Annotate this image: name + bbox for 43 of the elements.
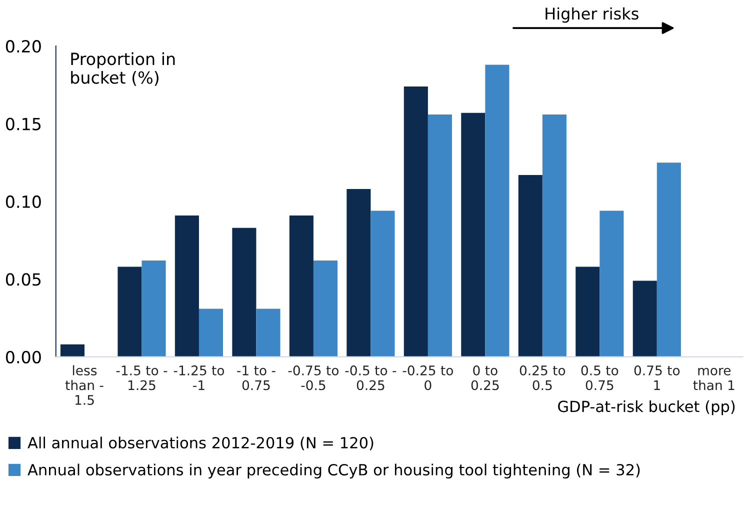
bar (576, 266, 600, 357)
bar (404, 86, 428, 357)
bar (289, 215, 314, 357)
x-axis-title: GDP-at-risk bucket (pp) (558, 400, 735, 416)
legend-label: All annual observations 2012-2019 (N = 120) (28, 436, 374, 450)
bar (461, 112, 486, 357)
x-tick-label: less than - 1.5 (65, 365, 104, 405)
x-tick-label: -1.5 to - 1.25 (116, 366, 168, 390)
x-tick-label: -0.75 to -0.5 (288, 365, 339, 390)
bar (313, 260, 338, 357)
bar (600, 210, 624, 357)
bar (370, 210, 395, 357)
x-tick-label: -1.25 to -1 (174, 365, 224, 390)
bar (118, 266, 142, 357)
bar (428, 114, 452, 357)
y-axis-title: Proportion in bucket (%) (71, 52, 175, 86)
bar (632, 280, 657, 357)
bar (142, 260, 166, 357)
bar (232, 228, 256, 357)
x-tick-label: 0 to 0.25 (471, 365, 499, 390)
x-tick-label: -0.25 to 0 (402, 365, 454, 390)
y-tick-label: 0.05 (6, 273, 41, 286)
y-tick-label: 0.20 (6, 40, 41, 53)
bar (656, 162, 681, 357)
bar (60, 344, 84, 357)
y-tick-label: 0.00 (6, 350, 41, 364)
bar (174, 215, 199, 357)
text: Higher risks (546, 7, 638, 23)
x-tick-label: -1 to - 0.75 (237, 366, 276, 390)
bar (542, 114, 566, 357)
bar (198, 308, 224, 357)
x-tick-label: 0.25 to 0.5 (520, 365, 566, 390)
bar (485, 64, 510, 357)
legend-label: Annual observations in year preceding CCyB or housing tool tightening (N = 32) (28, 464, 640, 478)
x-tick-label: more than 1 (693, 368, 734, 390)
y-tick-label: 0.10 (6, 195, 41, 208)
bar (256, 308, 280, 357)
x-tick-label: 0.5 to 0.75 (581, 365, 618, 390)
y-tick-label: 0.15 (6, 118, 41, 130)
x-tick-label: -0.5 to - 0.25 (345, 365, 396, 390)
bar (346, 189, 371, 357)
x-tick-label: 0.75 to 1 (634, 365, 680, 390)
bar (518, 175, 542, 357)
